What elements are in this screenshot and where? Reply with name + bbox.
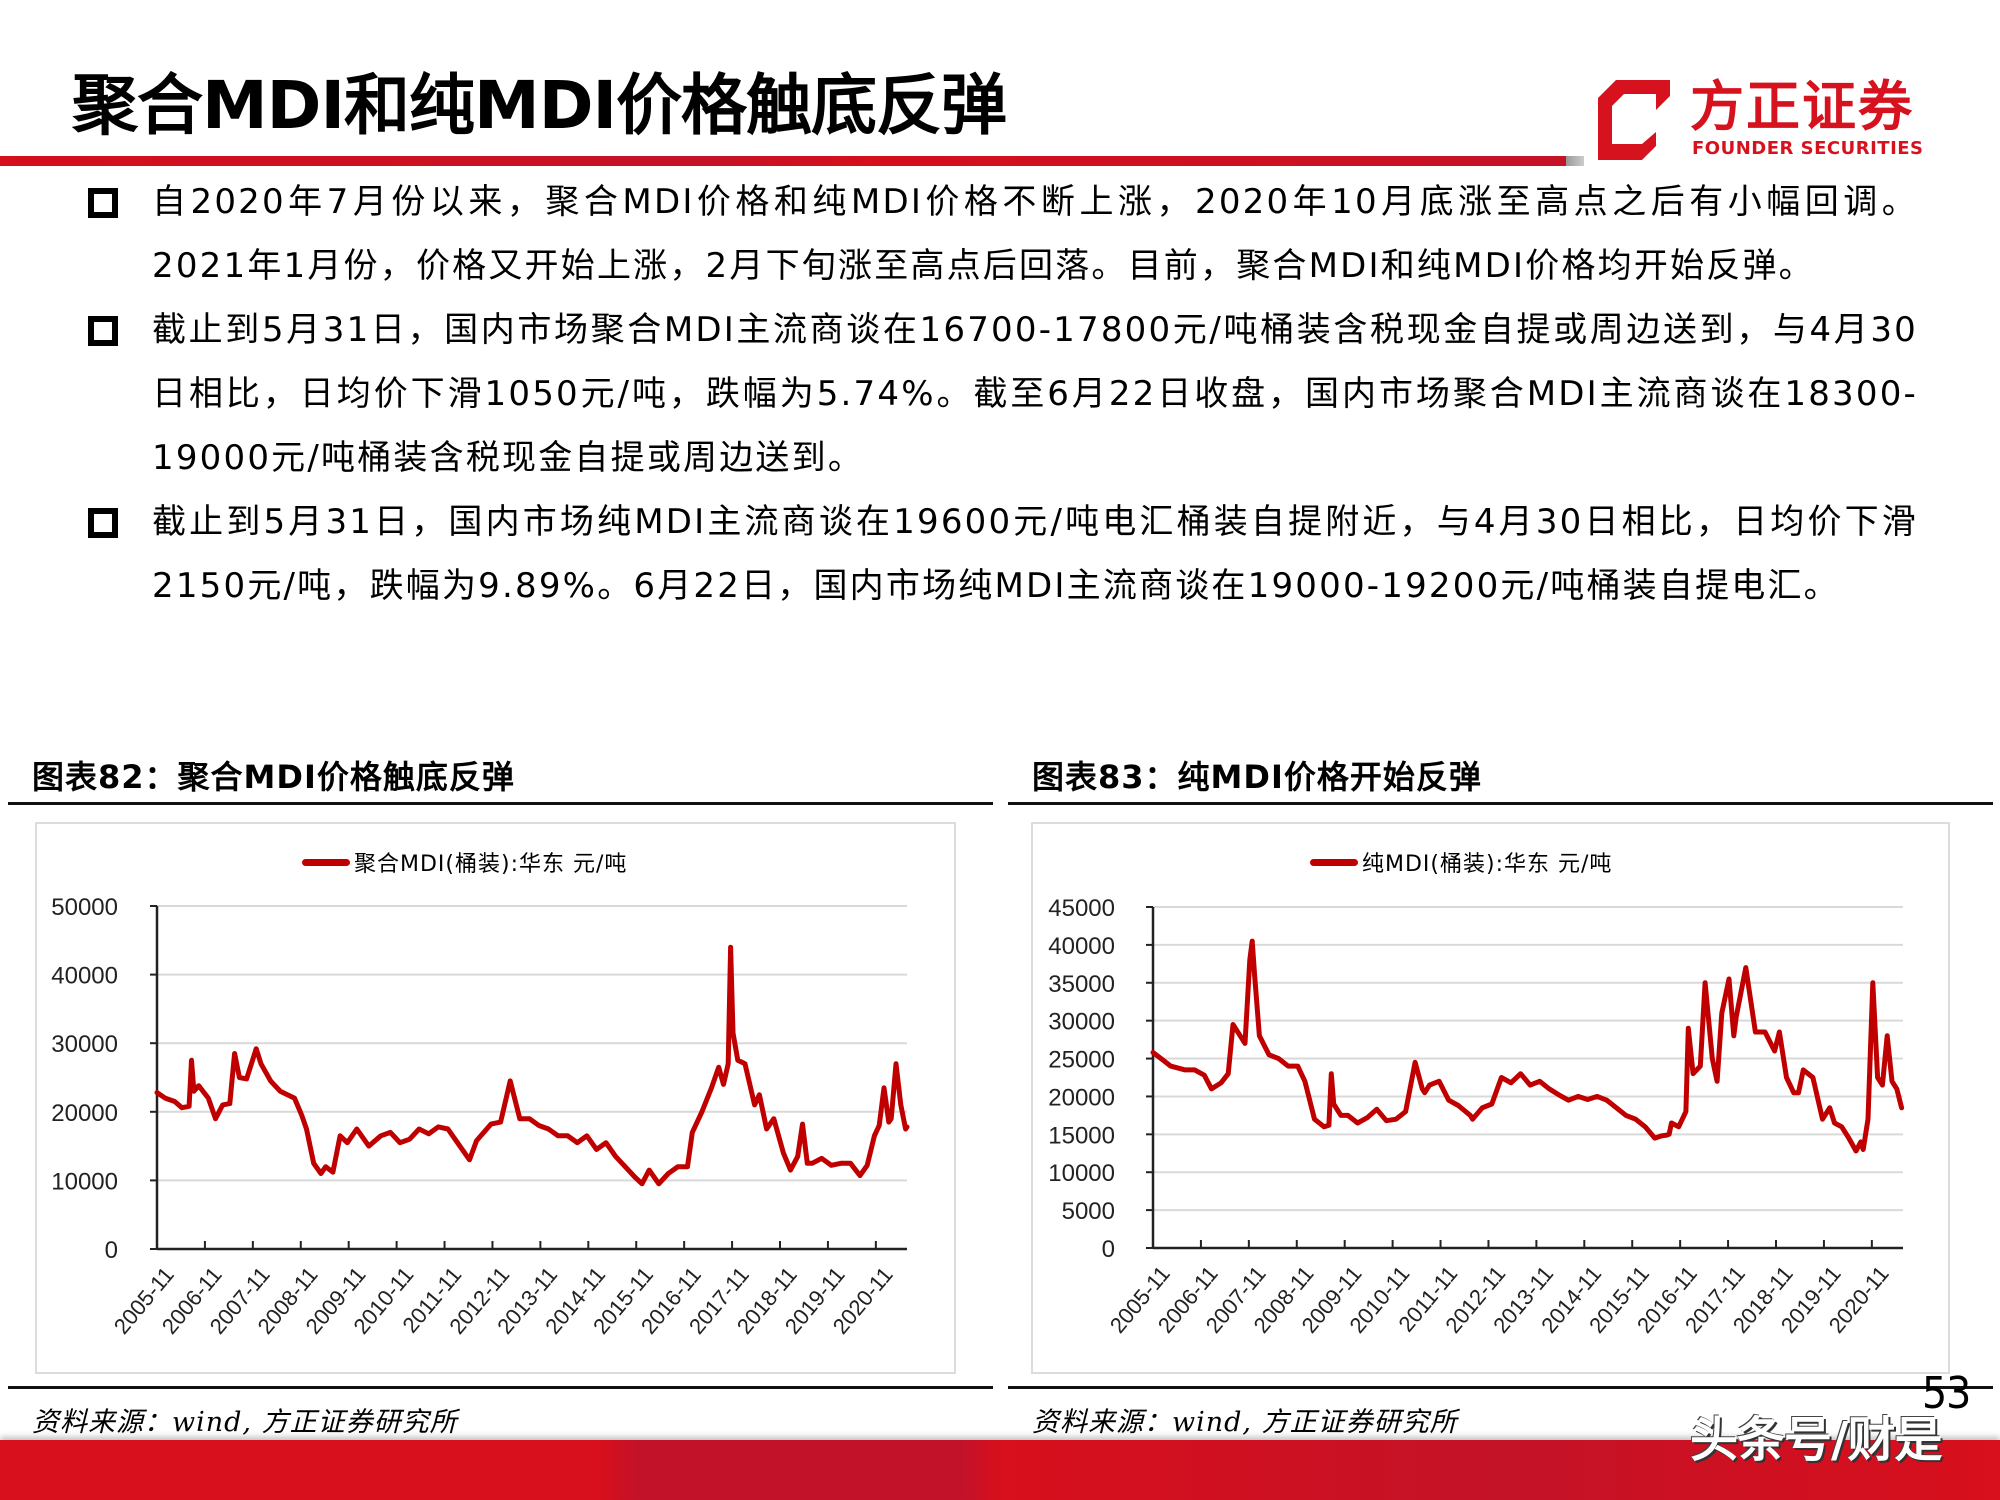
bullet-text: 自2020年7月份以来，聚合MDI价格和纯MDI价格不断上涨，2020年10月底…: [152, 182, 1918, 286]
bullet-item: 自2020年7月份以来，聚合MDI价格和纯MDI价格不断上涨，2020年10月底…: [88, 170, 1918, 298]
figure-83-line-chart: 0 5000 10000 15000 20000 25000 30000 35000 40000…: [1048, 895, 1905, 1338]
figure-83-source: 资料来源：wind, 方正证券研究所: [1032, 1407, 1458, 1438]
y-tick-label: 50000: [51, 894, 118, 921]
bullet-text: 截止到5月31日，国内市场纯MDI主流商谈在19600元/吨电汇桶装自提附近，与…: [152, 502, 1918, 606]
y-tick-label: 30000: [1048, 1009, 1115, 1036]
legend-line-swatch-icon: [302, 858, 350, 866]
page-title: 聚合MDI和纯MDI价格触底反弹: [72, 67, 1007, 144]
y-tick-label: 40000: [1048, 933, 1115, 960]
square-bullet-icon: [88, 508, 118, 538]
figure-83-bottom-rule: [1008, 1386, 1993, 1389]
y-tick-label: 20000: [51, 1100, 118, 1127]
title-underline-bar: [0, 156, 1572, 166]
figure-82-legend: 聚合MDI(桶装):华东 元/吨: [302, 846, 627, 878]
y-tick-label: 20000: [1048, 1084, 1115, 1111]
figure-83-top-rule: [1008, 802, 1993, 805]
y-tick-label: 5000: [1062, 1198, 1115, 1225]
y-tick-label: 45000: [1048, 895, 1115, 922]
y-tick-label: 15000: [1048, 1122, 1115, 1149]
y-tick-label: 25000: [1048, 1047, 1115, 1074]
logo-mark-icon: [1598, 80, 1670, 160]
square-bullet-icon: [88, 188, 118, 218]
figure-82-source: 资料来源：wind, 方正证券研究所: [32, 1407, 458, 1438]
y-tick-label: 0: [1102, 1236, 1115, 1263]
founder-securities-logo: 方正证券 FOUNDER SECURITIES: [1598, 76, 1938, 166]
y-tick-label: 40000: [51, 963, 118, 990]
square-bullet-icon: [88, 316, 118, 346]
bullet-item: 截止到5月31日，国内市场纯MDI主流商谈在19600元/吨电汇桶装自提附近，与…: [88, 490, 1918, 618]
bullet-text: 截止到5月31日，国内市场聚合MDI主流商谈在16700-17800元/吨桶装含…: [152, 310, 1918, 478]
figure-83-chart-frame: [1031, 822, 1950, 1374]
y-tick-label: 10000: [1048, 1160, 1115, 1187]
figure-83-legend-label: 纯MDI(桶装):华东 元/吨: [1362, 852, 1613, 877]
price-line: [1150, 938, 1905, 1154]
figure-83-legend: 纯MDI(桶装):华东 元/吨: [1310, 846, 1612, 878]
y-tick-label: 0: [105, 1237, 118, 1264]
figure-82-line-chart: 010000200003000040000500002005-112006-11…: [51, 894, 910, 1339]
bullet-list: 自2020年7月份以来，聚合MDI价格和纯MDI价格不断上涨，2020年10月底…: [88, 170, 1918, 618]
logo-chinese-text: 方正证券: [1690, 75, 1914, 138]
legend-line-swatch-icon: [1310, 858, 1358, 866]
figure-83-title: 图表83：纯MDI价格开始反弹: [1032, 758, 1482, 796]
price-line: [154, 944, 910, 1187]
watermark: 头条号/财是: [1690, 1412, 1943, 1468]
footer-red-band: [0, 1440, 2000, 1500]
logo-english-text: FOUNDER SECURITIES: [1692, 138, 1924, 159]
page-number: 53: [1922, 1368, 1971, 1419]
figure-82-bottom-rule: [8, 1386, 993, 1389]
title-bar-tip: [1566, 156, 1584, 166]
y-tick-label: 35000: [1048, 971, 1115, 998]
figure-82-top-rule: [8, 802, 993, 805]
figure-82-title: 图表82：聚合MDI价格触底反弹: [32, 758, 515, 796]
figure-82-legend-label: 聚合MDI(桶装):华东 元/吨: [354, 852, 628, 877]
y-tick-label: 30000: [51, 1031, 118, 1058]
bullet-item: 截止到5月31日，国内市场聚合MDI主流商谈在16700-17800元/吨桶装含…: [88, 298, 1918, 490]
y-tick-label: 10000: [51, 1168, 118, 1195]
